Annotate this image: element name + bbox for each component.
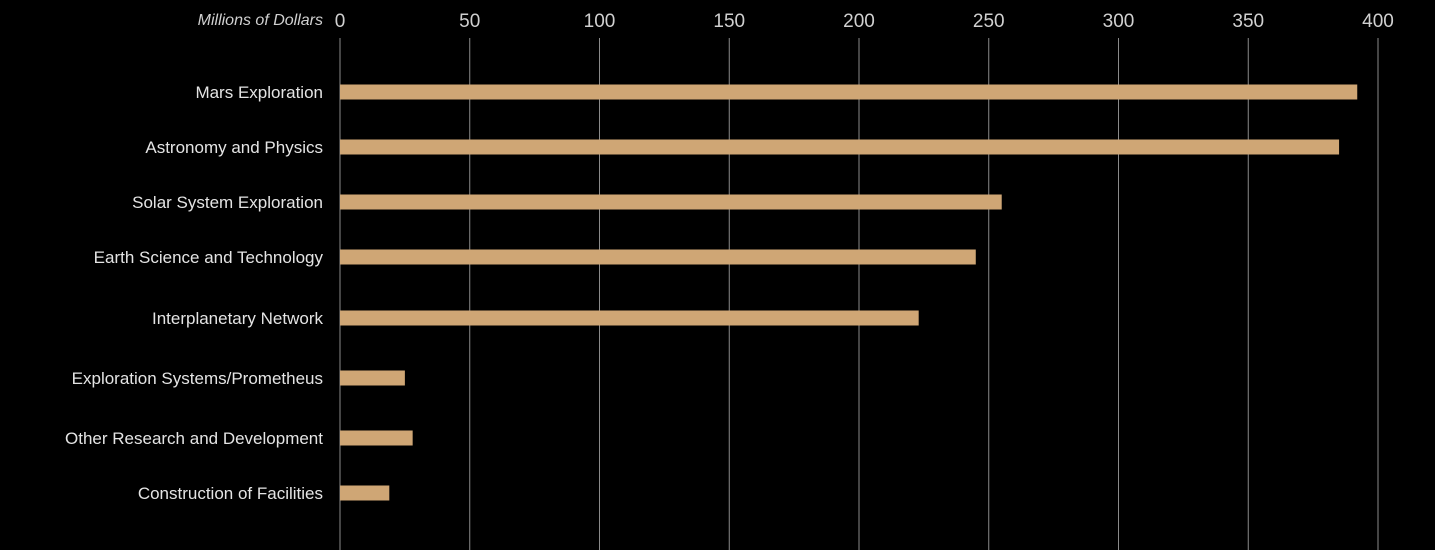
bar bbox=[340, 84, 1358, 100]
gridlines bbox=[339, 38, 1379, 550]
bar bbox=[340, 485, 390, 501]
axis-unit-label: Millions of Dollars bbox=[198, 12, 323, 29]
x-tick-label: 200 bbox=[843, 11, 875, 32]
category-labels: Mars Exploration Astronomy and Physics Sol… bbox=[65, 83, 323, 503]
category-label: Earth Science and Technology bbox=[94, 248, 324, 267]
x-tick-label: 400 bbox=[1362, 11, 1394, 32]
bars bbox=[340, 84, 1358, 501]
category-label: Construction of Facilities bbox=[138, 484, 323, 503]
x-tick-label: 150 bbox=[713, 11, 745, 32]
x-tick-label: 100 bbox=[584, 11, 616, 32]
x-tick-label: 250 bbox=[973, 11, 1005, 32]
category-label: Interplanetary Network bbox=[152, 309, 324, 328]
bar bbox=[340, 249, 976, 265]
x-tick-label: 50 bbox=[459, 11, 480, 32]
category-label: Astronomy and Physics bbox=[145, 138, 323, 157]
category-label: Other Research and Development bbox=[65, 429, 323, 448]
bar bbox=[340, 430, 413, 446]
bar bbox=[340, 139, 1340, 155]
bar bbox=[340, 310, 919, 326]
bar bbox=[340, 194, 1002, 210]
x-tick-label: 300 bbox=[1103, 11, 1135, 32]
x-tick-labels: 0 50 100 150 200 250 300 350 400 bbox=[335, 11, 1394, 32]
category-label: Exploration Systems/Prometheus bbox=[72, 369, 323, 388]
x-tick-label: 0 bbox=[335, 11, 346, 32]
category-label: Solar System Exploration bbox=[132, 193, 323, 212]
x-tick-label: 350 bbox=[1232, 11, 1264, 32]
bar bbox=[340, 370, 405, 386]
category-label: Mars Exploration bbox=[195, 83, 323, 102]
